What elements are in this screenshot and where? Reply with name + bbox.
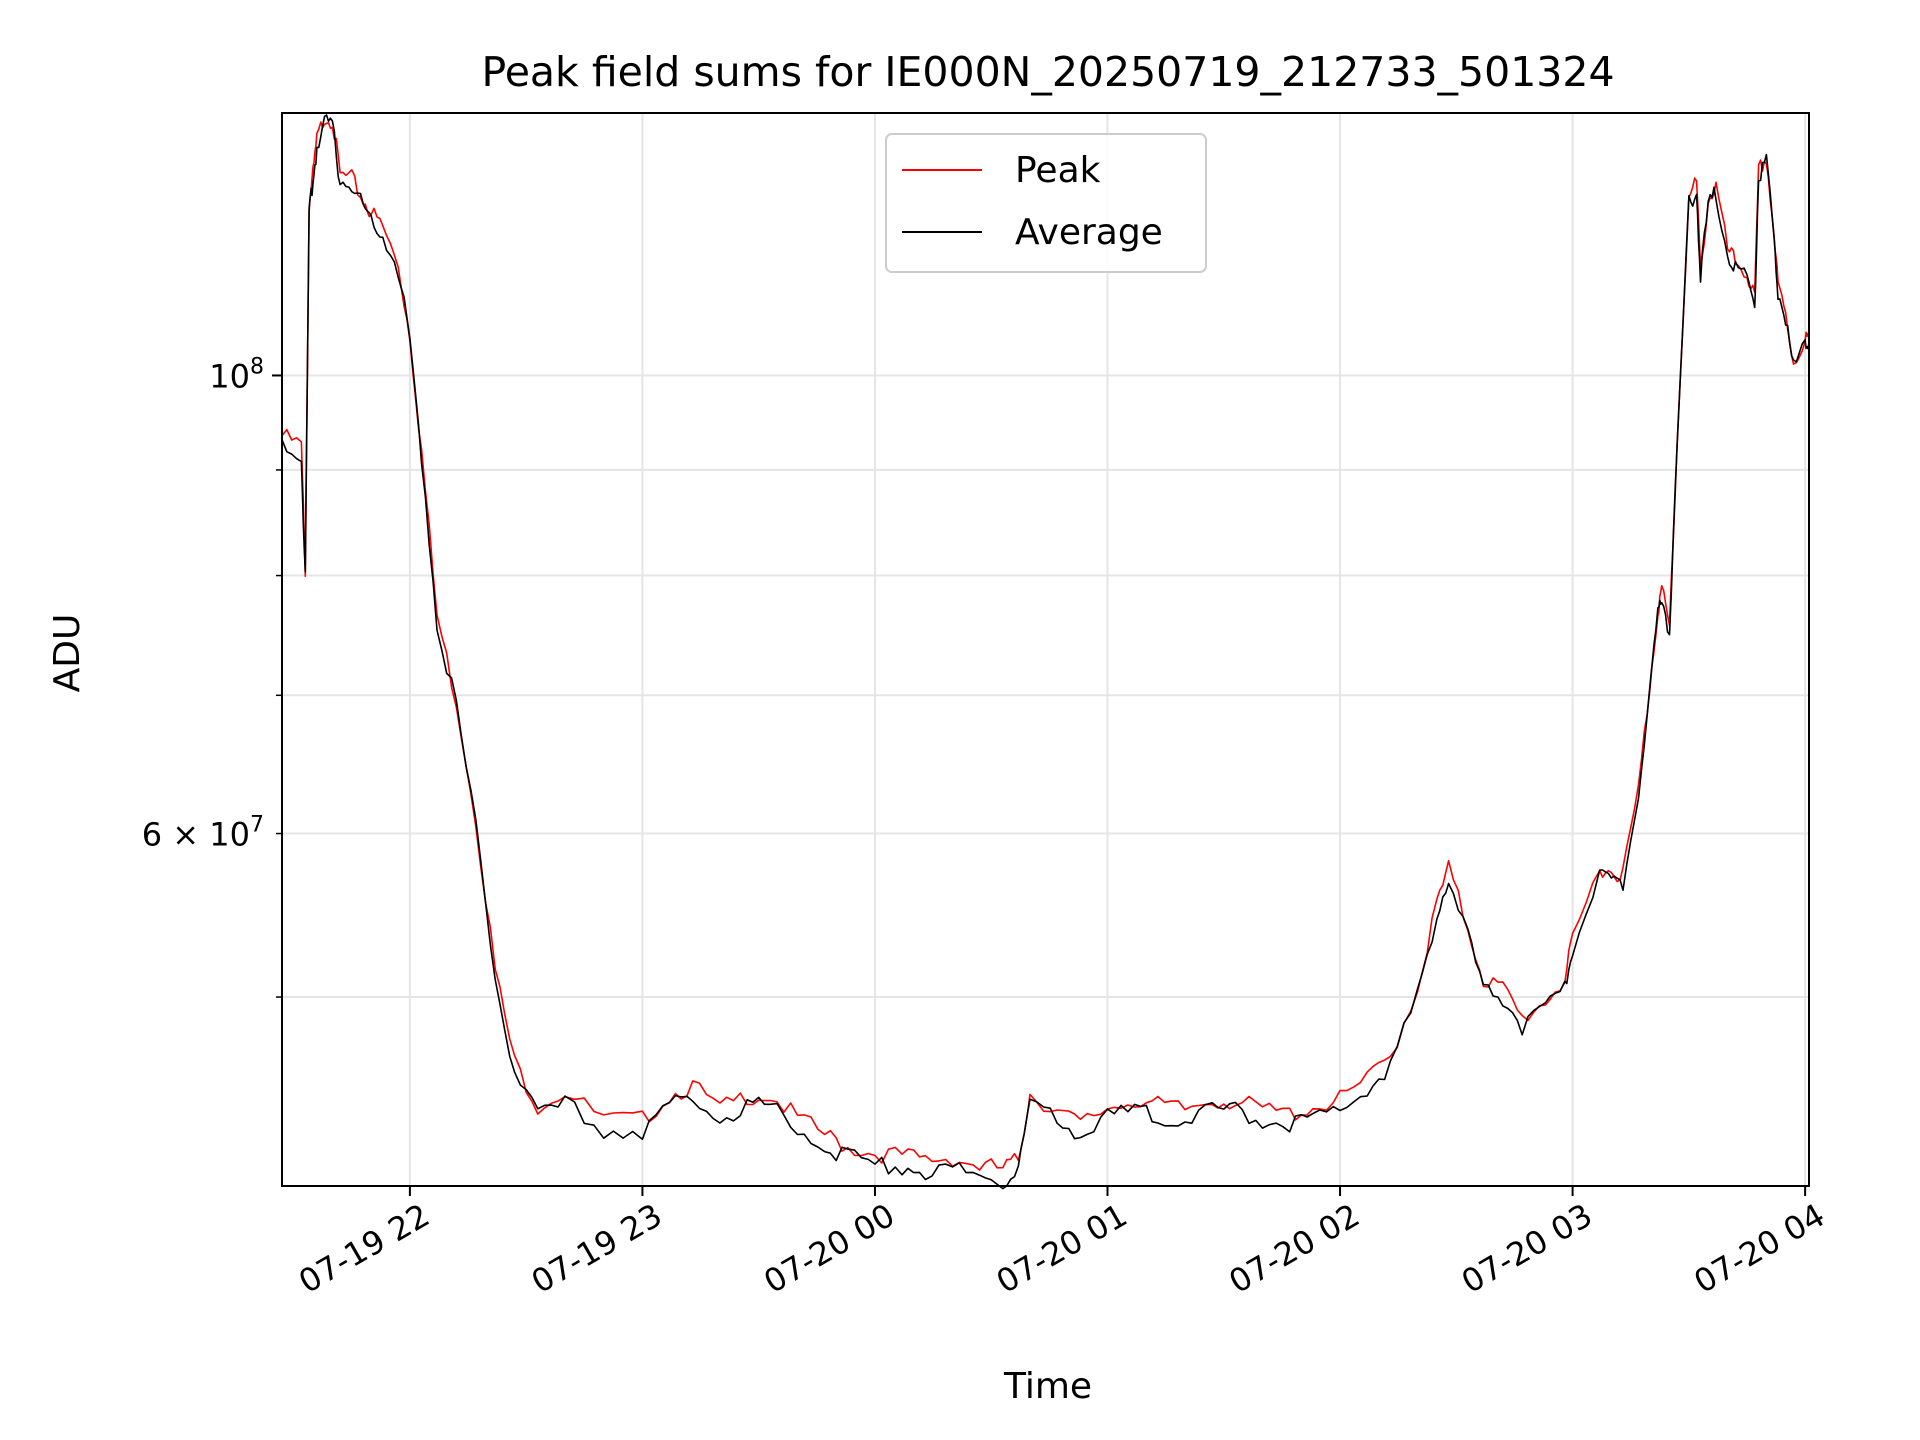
x-axis-label: Time [1003, 1366, 1092, 1407]
legend-box [885, 133, 1207, 273]
series-line-average [281, 114, 1810, 1190]
legend-label-peak: Peak [1015, 150, 1101, 191]
x-grid [408, 113, 1807, 1186]
axis-ticks [272, 374, 1807, 1196]
series-line-peak [281, 121, 1810, 1171]
chart-title: Peak field sums for IE000N_20250719_2127… [481, 48, 1614, 96]
series-lines [281, 114, 1810, 1190]
legend: Peak Average [885, 133, 1207, 273]
plot-frame [281, 112, 1810, 1187]
legend-label-average: Average [1015, 212, 1163, 253]
y-grid [282, 374, 1809, 999]
y-axis-label: ADU [47, 614, 88, 693]
y-tick-label: 6 × 107 [142, 813, 264, 854]
